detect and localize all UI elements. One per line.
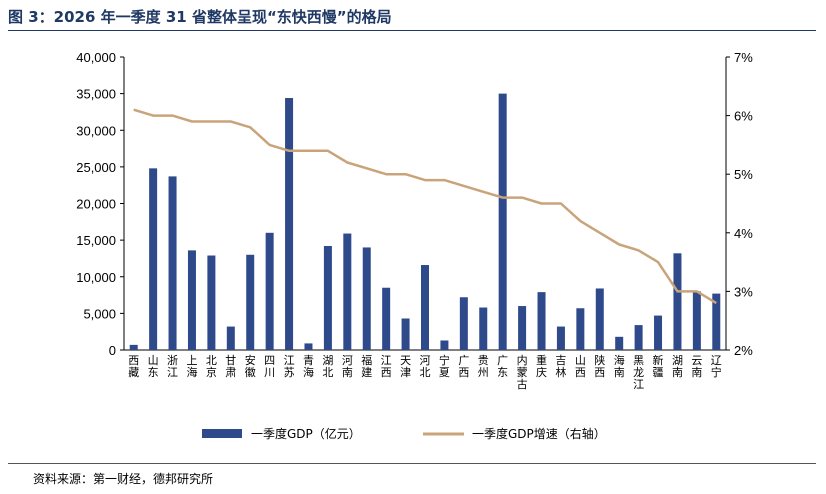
bar	[401, 318, 410, 350]
bar	[149, 168, 158, 350]
title-rule	[8, 30, 816, 31]
y-left-tick-label: 20,000	[76, 197, 116, 212]
bar	[537, 292, 546, 350]
category-label: 重庆	[536, 353, 547, 379]
category-label: 四川	[264, 354, 275, 379]
category-label: 河北	[420, 354, 431, 379]
category-label: 湖南	[672, 354, 683, 379]
bar	[343, 233, 352, 350]
category-label: 广西	[458, 354, 469, 379]
bar	[246, 254, 255, 350]
category-label: 河南	[342, 354, 353, 379]
category-label: 海南	[614, 353, 625, 379]
y-right-tick-label: 3%	[734, 284, 753, 299]
y-left-tick-label: 35,000	[76, 87, 116, 102]
bar	[382, 287, 391, 350]
bar	[712, 293, 721, 350]
category-label: 山西	[575, 354, 586, 379]
category-label: 上海	[186, 354, 197, 379]
category-label: 贵州	[478, 354, 489, 379]
category-label: 天津	[400, 354, 411, 379]
bar	[654, 315, 663, 350]
category-label: 新疆	[653, 353, 664, 379]
bar	[479, 307, 488, 350]
bar	[304, 343, 313, 350]
bar	[595, 288, 604, 350]
category-label: 西藏	[128, 354, 139, 379]
category-label: 陕西	[594, 353, 605, 379]
bar	[498, 93, 507, 350]
category-label: 浙江	[167, 354, 178, 379]
category-label: 宁夏	[439, 353, 450, 379]
bar	[556, 326, 565, 350]
category-label: 江苏	[284, 354, 295, 379]
bar	[673, 253, 682, 350]
growth-line	[133, 108, 717, 305]
bar	[207, 255, 216, 350]
bar	[421, 265, 429, 350]
source-rule	[8, 463, 816, 464]
bar	[692, 291, 701, 350]
y-right-tick-label: 6%	[734, 109, 753, 124]
y-left-tick-label: 0	[109, 343, 116, 358]
y-right-tick-label: 4%	[734, 226, 753, 241]
y-left-tick-label: 30,000	[76, 123, 116, 138]
bar	[129, 344, 138, 350]
legend: 一季度GDP（亿元） 一季度GDP增速（右轴）	[202, 426, 606, 441]
bar	[518, 306, 527, 350]
y-left-tick-label: 25,000	[76, 160, 116, 175]
bar	[168, 176, 177, 350]
category-label: 北京	[206, 354, 217, 379]
category-label: 青海	[303, 354, 314, 379]
legend-line-label: 一季度GDP增速（右轴）	[472, 426, 606, 441]
category-label: 黑龙江	[633, 354, 644, 391]
plot-area: 0 5,000 10,000 15,000 20,000 25,000 30,000 35,0…	[76, 50, 753, 391]
category-label: 辽宁	[711, 354, 722, 379]
y-left-tick-label: 10,000	[76, 270, 116, 285]
y-left-tick-label: 15,000	[76, 233, 116, 248]
source-text: 资料来源：第一财经，德邦研究所	[33, 472, 214, 486]
bar	[459, 297, 468, 350]
legend-bar-label: 一季度GDP（亿元）	[251, 426, 361, 441]
category-label: 内蒙古	[517, 353, 528, 391]
bar	[323, 245, 332, 350]
y-right-tick-label: 2%	[734, 343, 753, 358]
y-left-tick-label: 40,000	[76, 50, 116, 65]
category-label: 山东	[148, 354, 159, 379]
y-left-tick-label: 5,000	[83, 306, 116, 321]
category-label: 吉林	[555, 354, 566, 379]
chart-title: 图 3：2026 年一季度 31 省整体呈现“东快西慢”的格局	[8, 8, 392, 26]
category-label: 广东	[497, 354, 508, 379]
category-label: 甘肃	[225, 354, 236, 379]
bar	[576, 308, 585, 350]
bar	[285, 98, 294, 351]
bar	[226, 326, 235, 350]
legend-bar-swatch	[202, 429, 242, 438]
bar	[634, 325, 643, 350]
y-right-tick-label: 7%	[734, 50, 753, 65]
bar	[440, 340, 449, 350]
bar	[265, 232, 274, 350]
category-label: 福建	[361, 353, 372, 379]
y-right-tick-label: 5%	[734, 167, 753, 182]
bar	[615, 336, 624, 350]
bar	[362, 247, 371, 350]
category-label: 云南	[691, 354, 702, 379]
bar	[187, 250, 196, 350]
category-label: 江西	[381, 354, 392, 379]
category-label: 安徽	[245, 353, 256, 379]
category-label: 湖北	[322, 354, 333, 379]
